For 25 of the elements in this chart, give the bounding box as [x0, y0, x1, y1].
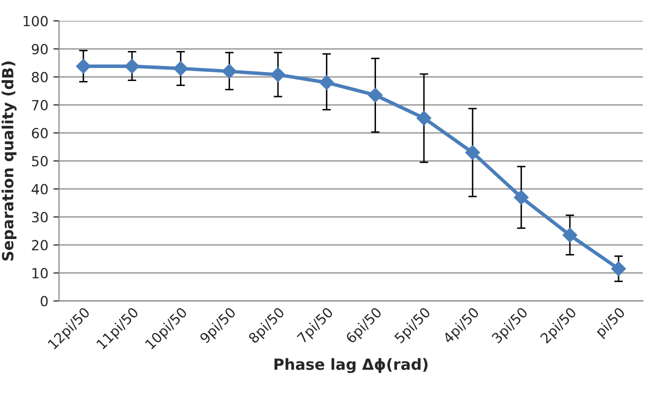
- y-tick-label: 100: [24, 16, 48, 26]
- y-tick-label: 0: [40, 296, 48, 306]
- y-tick-label: 90: [32, 44, 48, 54]
- y-tick-label: 40: [32, 184, 48, 194]
- point: [465, 145, 480, 160]
- point: [562, 228, 578, 243]
- y-tick-label: 20: [32, 240, 48, 250]
- point: [270, 67, 286, 82]
- y-tick-label: 80: [32, 72, 48, 82]
- point: [368, 88, 383, 103]
- y-tick-label: 50: [32, 156, 48, 166]
- point: [76, 58, 91, 74]
- y-tick-label: 70: [32, 100, 48, 110]
- point: [173, 61, 188, 76]
- point: [124, 58, 140, 74]
- point: [514, 190, 529, 205]
- y-tick-label: 30: [32, 212, 48, 222]
- y-tick-label: 60: [32, 128, 48, 138]
- point: [611, 261, 626, 276]
- point: [222, 64, 237, 79]
- y-tick-label: 10: [32, 268, 48, 278]
- y-axis-title: Separation quality (dB): [2, 62, 17, 261]
- point: [319, 75, 334, 90]
- point: [416, 110, 432, 126]
- x-axis-title: Phase lag Δϕ(rad): [274, 358, 428, 374]
